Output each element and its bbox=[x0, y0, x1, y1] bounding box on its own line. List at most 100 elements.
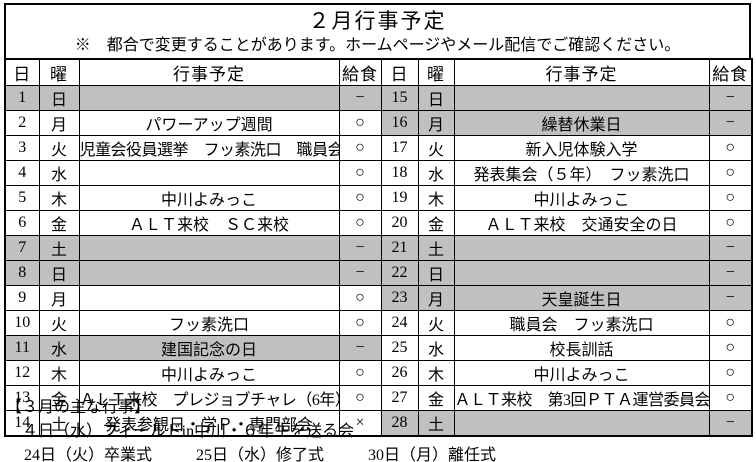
day-cell-left: 8 bbox=[4, 260, 40, 286]
day-cell-right: 22 bbox=[380, 260, 419, 286]
lunch-cell-left: ○ bbox=[338, 310, 382, 336]
day-cell-right: 23 bbox=[380, 285, 419, 311]
header-weekday-left: 曜 bbox=[38, 58, 80, 86]
event-cell-left: 児童会役員選挙 フッ素洗口 職員会 bbox=[78, 135, 340, 161]
lunch-cell-left: ○ bbox=[338, 285, 382, 311]
event-cell-left bbox=[78, 85, 340, 111]
table-row: 1 日 − 15 日 − bbox=[4, 85, 753, 111]
day-cell-right: 26 bbox=[380, 360, 419, 386]
day-cell-right: 17 bbox=[380, 135, 419, 161]
lunch-cell-right: ○ bbox=[708, 210, 753, 236]
event-cell-right: ＡＬＴ来校 交通安全の日 bbox=[453, 210, 710, 236]
table-header-row: 日 曜 行事予定 給食 日 曜 行事予定 給食 bbox=[4, 58, 753, 86]
day-cell-left: 5 bbox=[4, 185, 40, 211]
lunch-cell-left: ○ bbox=[338, 110, 382, 136]
event-cell-right: 天皇誕生日 bbox=[453, 285, 710, 311]
table-row: 10 火 フッ素洗口 ○ 24 火 職員会 フッ素洗口 ○ bbox=[4, 310, 753, 336]
weekday-cell-left: 土 bbox=[38, 410, 80, 437]
lunch-cell-right: − bbox=[708, 235, 753, 261]
lunch-cell-right: − bbox=[708, 260, 753, 286]
table-row: 9 月 ○ 23 月 天皇誕生日 − bbox=[4, 285, 753, 311]
event-cell-left bbox=[78, 260, 340, 286]
table-row: 2 月 パワーアップ週間 ○ 16 月 繰替休業日 − bbox=[4, 110, 753, 136]
weekday-cell-right: 木 bbox=[417, 360, 455, 386]
weekday-cell-left: 月 bbox=[38, 285, 80, 311]
table-row: 3 火 児童会役員選挙 フッ素洗口 職員会 ○ 17 火 新入児体験入学 ○ bbox=[4, 135, 753, 161]
note-text: ※ 都合で変更することがあります。ホームページやメール配信でご確認ください。 bbox=[74, 37, 681, 54]
header-lunch-left: 給食 bbox=[338, 58, 382, 86]
table-row: 8 日 − 22 日 − bbox=[4, 260, 753, 286]
lunch-cell-left: ○ bbox=[338, 360, 382, 386]
day-cell-right: 15 bbox=[380, 85, 419, 111]
event-cell-right: 繰替休業日 bbox=[453, 110, 710, 136]
lunch-cell-left: − bbox=[338, 260, 382, 286]
day-cell-right: 27 bbox=[380, 385, 419, 411]
header-day-right: 日 bbox=[380, 58, 419, 86]
weekday-cell-right: 月 bbox=[417, 285, 455, 311]
table-row: 7 土 − 21 土 − bbox=[4, 235, 753, 261]
day-cell-right: 24 bbox=[380, 310, 419, 336]
weekday-cell-right: 火 bbox=[417, 310, 455, 336]
weekday-cell-left: 月 bbox=[38, 110, 80, 136]
event-cell-right bbox=[453, 260, 710, 286]
table-row: 5 木 中川よみっこ ○ 19 木 中川よみっこ ○ bbox=[4, 185, 753, 211]
event-cell-right bbox=[453, 410, 710, 437]
march-event-item: 30日（月）離任式 bbox=[368, 447, 497, 462]
event-cell-left: 建国記念の日 bbox=[78, 335, 340, 361]
day-cell-left: 4 bbox=[4, 160, 40, 186]
event-cell-left: パワーアップ週間 bbox=[78, 110, 340, 136]
lunch-cell-left: ○ bbox=[338, 210, 382, 236]
day-cell-right: 25 bbox=[380, 335, 419, 361]
lunch-cell-left: − bbox=[338, 335, 382, 361]
weekday-cell-right: 金 bbox=[417, 385, 455, 411]
day-cell-right: 28 bbox=[380, 410, 419, 437]
day-cell-right: 19 bbox=[380, 185, 419, 211]
weekday-cell-right: 水 bbox=[417, 335, 455, 361]
lunch-cell-left: − bbox=[338, 85, 382, 111]
day-cell-left: 9 bbox=[4, 285, 40, 311]
table-row: 14 土 発表参観日・学Ｐ・専門部会 × 28 土 − bbox=[4, 410, 753, 437]
weekday-cell-left: 日 bbox=[38, 260, 80, 286]
event-cell-right: 職員会 フッ素洗口 bbox=[453, 310, 710, 336]
table-body: 1 日 − 15 日 − 2 月 パワーアップ週間 ○ 16 月 bbox=[4, 85, 753, 437]
weekday-cell-right: 日 bbox=[417, 260, 455, 286]
lunch-cell-right: − bbox=[708, 410, 753, 437]
event-cell-left bbox=[78, 160, 340, 186]
lunch-cell-right: − bbox=[708, 285, 753, 311]
header-weekday-right: 曜 bbox=[417, 58, 455, 86]
weekday-cell-left: 火 bbox=[38, 310, 80, 336]
weekday-cell-left: 金 bbox=[38, 385, 80, 411]
event-cell-left: 発表参観日・学Ｐ・専門部会 bbox=[78, 410, 340, 437]
event-cell-right bbox=[453, 85, 710, 111]
event-cell-right: 発表集会（５年） フッ素洗口 bbox=[453, 160, 710, 186]
lunch-cell-right: − bbox=[708, 85, 753, 111]
weekday-cell-left: 土 bbox=[38, 235, 80, 261]
day-cell-left: 13 bbox=[4, 385, 40, 411]
weekday-cell-left: 火 bbox=[38, 135, 80, 161]
lunch-cell-right: ○ bbox=[708, 360, 753, 386]
day-cell-left: 3 bbox=[4, 135, 40, 161]
header-event-right: 行事予定 bbox=[453, 58, 710, 86]
event-cell-left: 中川よみっこ bbox=[78, 360, 340, 386]
event-cell-left: 中川よみっこ bbox=[78, 185, 340, 211]
event-cell-right: 新入児体験入学 bbox=[453, 135, 710, 161]
lunch-cell-right: ○ bbox=[708, 385, 753, 411]
lunch-cell-left: ○ bbox=[338, 160, 382, 186]
table-row: 12 木 中川よみっこ ○ 26 木 中川よみっこ ○ bbox=[4, 360, 753, 386]
day-cell-left: 12 bbox=[4, 360, 40, 386]
lunch-cell-right: ○ bbox=[708, 135, 753, 161]
table-row: 13 金 ＡＬＴ来校 プレジョブチャレ（6年） ○ 27 金 ＡＬＴ来校 第3回… bbox=[4, 385, 753, 411]
weekday-cell-right: 土 bbox=[417, 235, 455, 261]
weekday-cell-right: 水 bbox=[417, 160, 455, 186]
header-day-left: 日 bbox=[4, 58, 40, 86]
weekday-cell-left: 木 bbox=[38, 360, 80, 386]
march-event-line2: 24日（火）卒業式 25日（水）修了式 30日（月）離任式 bbox=[6, 444, 750, 462]
title-box: ２月行事予定 ※ 都合で変更することがあります。ホームページやメール配信でご確認… bbox=[4, 3, 751, 60]
day-cell-right: 21 bbox=[380, 235, 419, 261]
march-event-item: 25日（水）修了式 bbox=[196, 447, 325, 462]
day-cell-left: 6 bbox=[4, 210, 40, 236]
day-cell-left: 2 bbox=[4, 110, 40, 136]
weekday-cell-left: 木 bbox=[38, 185, 80, 211]
event-cell-right: 中川よみっこ bbox=[453, 360, 710, 386]
